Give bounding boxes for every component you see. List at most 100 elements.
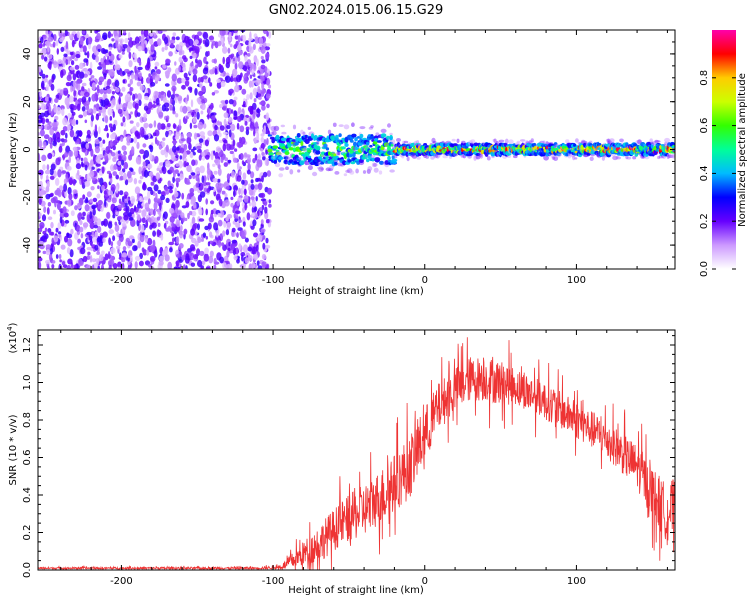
- heatmap-cell: [66, 247, 71, 254]
- heatmap-cell: [93, 50, 99, 56]
- heatmap-cell: [103, 128, 109, 132]
- heatmap-cell: [112, 111, 115, 118]
- heatmap-cell: [41, 117, 46, 125]
- heatmap-cell: [234, 62, 238, 70]
- heatmap-cell: [148, 123, 153, 129]
- heatmap-cell: [171, 73, 177, 82]
- heatmap-cell: [247, 156, 251, 164]
- heatmap-cell: [50, 192, 54, 197]
- heatmap-cell: [62, 140, 65, 147]
- heatmap-cell: [80, 157, 84, 162]
- heatmap-cell: [61, 108, 65, 116]
- heatmap-cell: [116, 64, 121, 71]
- heatmap-cell: [154, 77, 158, 82]
- heatmap-cell: [156, 139, 159, 146]
- heatmap-cell: [190, 172, 196, 176]
- heatmap-cell: [133, 178, 138, 185]
- heatmap-cell: [589, 156, 594, 161]
- heatmap-cell: [250, 171, 255, 179]
- heatmap-cell: [108, 51, 112, 57]
- heatmap-cell: [172, 176, 176, 183]
- heatmap-cell: [139, 149, 145, 155]
- heatmap-cell: [170, 43, 174, 48]
- heatmap-cell: [66, 232, 70, 237]
- colorbar-label: Normalized spectral amplitude: [737, 73, 748, 227]
- heatmap-cell: [103, 74, 107, 80]
- heatmap-cell: [241, 254, 244, 262]
- heatmap-cell: [159, 255, 165, 262]
- heatmap-cell: [199, 95, 205, 100]
- heatmap-cell: [150, 181, 155, 186]
- heatmap-cell: [43, 134, 50, 140]
- heatmap-cell: [106, 132, 110, 139]
- heatmap-cell: [150, 44, 155, 53]
- heatmap-cell: [110, 33, 114, 37]
- heatmap-cell: [72, 189, 78, 194]
- heatmap-cell: [119, 201, 125, 205]
- heatmap-cell: [165, 197, 170, 203]
- heatmap-cell: [120, 136, 124, 142]
- heatmap-cell: [182, 105, 188, 114]
- heatmap-cell: [49, 127, 54, 136]
- heatmap-cell: [122, 79, 126, 84]
- heatmap-cell: [226, 221, 232, 228]
- heatmap-cell: [243, 77, 249, 84]
- heatmap-cell: [543, 155, 549, 161]
- heatmap-cell: [47, 152, 53, 160]
- heatmap-cell: [165, 144, 169, 153]
- heatmap-cell: [169, 207, 175, 214]
- heatmap-cell: [129, 78, 133, 85]
- heatmap-cell: [225, 133, 228, 140]
- heatmap-cell: [118, 155, 122, 162]
- heatmap-cell: [256, 234, 263, 242]
- heatmap-cell: [116, 136, 121, 141]
- heatmap-cell: [122, 103, 128, 111]
- heatmap-cell: [169, 39, 176, 44]
- heatmap-cell: [218, 183, 225, 188]
- heatmap-cell: [479, 153, 484, 159]
- heatmap-cell: [104, 198, 107, 208]
- heatmap-cell: [238, 170, 242, 176]
- heatmap-cell: [130, 168, 134, 173]
- heatmap-cell: [247, 163, 251, 171]
- heatmap-cell: [597, 143, 601, 146]
- heatmap-cell: [139, 175, 144, 180]
- heatmap-cell: [49, 248, 53, 255]
- heatmap-cell: [38, 261, 42, 269]
- heatmap-cell: [46, 125, 50, 131]
- colorbar-ticks: 0.0 0.2 0.4 0.6 0.8: [699, 70, 736, 277]
- heatmap-cell: [184, 217, 188, 222]
- snr-panel: -200 -100 0 100 0.0 0.2 0.4 0.6 0.8 1.0 1.2 Heigh…: [6, 322, 676, 596]
- heatmap-cell: [243, 194, 249, 203]
- heatmap-cell: [39, 112, 46, 118]
- heatmap-cell: [58, 254, 62, 259]
- heatmap-cell: [79, 62, 84, 70]
- heatmap-cell: [169, 149, 173, 155]
- heatmap-cell: [149, 153, 153, 161]
- heatmap-cell: [227, 47, 231, 54]
- heatmap-cell: [64, 219, 70, 224]
- heatmap-cell: [98, 106, 103, 110]
- heatmap-cell: [72, 73, 77, 81]
- heatmap-cell: [121, 51, 125, 55]
- heatmap-cell: [234, 35, 239, 40]
- heatmap-cell: [374, 157, 381, 162]
- spectrogram-x-label: Height of straight line (km): [288, 286, 424, 297]
- heatmap-cell: [262, 30, 268, 35]
- heatmap-cell: [151, 142, 154, 146]
- heatmap-cell: [351, 133, 357, 138]
- heatmap-cell: [46, 164, 50, 171]
- heatmap-cell: [158, 111, 164, 119]
- heatmap-cell: [160, 149, 166, 156]
- heatmap-cell: [156, 216, 161, 221]
- heatmap-cell: [221, 242, 225, 247]
- heatmap-cell: [120, 122, 124, 127]
- heatmap-cell: [284, 151, 290, 156]
- heatmap-cell: [116, 240, 122, 246]
- heatmap-cell: [241, 179, 245, 185]
- heatmap-cell: [165, 160, 171, 168]
- heatmap-cell: [252, 63, 257, 72]
- heatmap-cell: [205, 198, 208, 205]
- heatmap-cell: [134, 102, 139, 111]
- heatmap-cell: [58, 263, 62, 269]
